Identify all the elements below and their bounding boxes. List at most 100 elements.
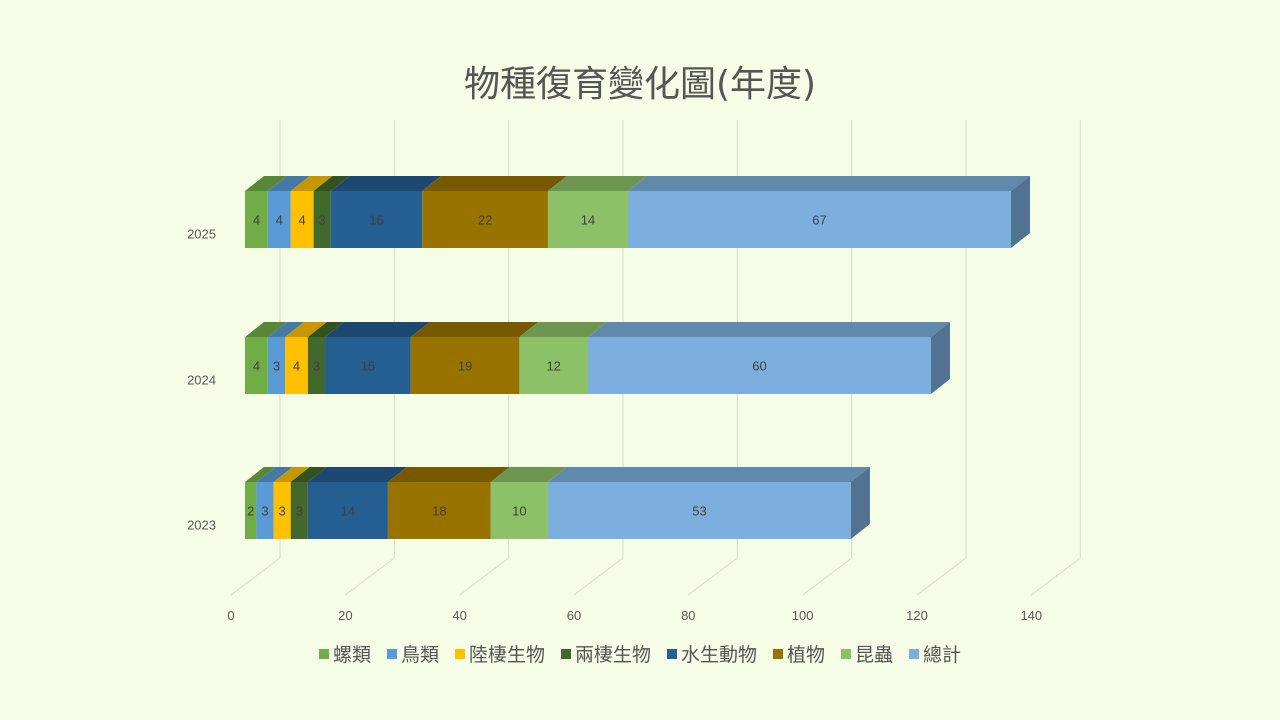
bar-segment — [422, 191, 548, 248]
bar-top — [267, 176, 310, 191]
bar-side — [1011, 176, 1030, 248]
y-tick-label: 2024 — [187, 373, 216, 388]
bar-side — [850, 467, 870, 539]
floor-gridline — [230, 557, 281, 596]
legend-item: 水生動物 — [667, 640, 757, 667]
bar-top — [267, 322, 305, 337]
bar-top — [547, 467, 870, 482]
bar-segment — [313, 191, 331, 248]
data-label: 4 — [276, 213, 283, 228]
bar-segment — [245, 337, 268, 394]
data-label: 2 — [247, 504, 254, 519]
data-label: 12 — [546, 359, 560, 374]
bar-top — [273, 467, 310, 482]
legend-item: 總計 — [909, 640, 961, 667]
bar-segment — [245, 191, 268, 248]
bar-top — [245, 176, 287, 191]
x-tick-label: 0 — [227, 608, 234, 623]
bar-top — [587, 322, 950, 337]
bar-segment — [307, 482, 388, 539]
legend-swatch — [773, 648, 784, 659]
bar-segment — [267, 191, 291, 248]
data-label: 4 — [293, 359, 300, 374]
bar-top — [628, 176, 1030, 191]
legend-swatch — [560, 648, 571, 659]
legend-label: 陸棲生物 — [468, 644, 545, 666]
bar-top — [307, 322, 345, 337]
data-label: 18 — [432, 504, 446, 519]
legend-label: 兩棲生物 — [574, 644, 651, 666]
data-label: 16 — [369, 213, 383, 228]
data-label: 4 — [299, 213, 306, 228]
legend-label: 鳥類 — [400, 644, 439, 666]
legend-label: 昆蟲 — [855, 644, 894, 666]
data-label: 22 — [478, 213, 492, 228]
bar-top — [547, 176, 647, 191]
bar-top — [519, 322, 607, 337]
floor-gridline — [573, 557, 624, 596]
chart-title: 物種復育變化圖(年度) — [463, 64, 817, 105]
legend-label: 水生動物 — [681, 644, 758, 666]
data-label: 3 — [279, 504, 286, 519]
legend: 螺類 鳥類 陸棲生物 兩棲生物 水生動物 植物 昆蟲 總計 — [0, 640, 1280, 667]
bar-segment — [307, 337, 326, 394]
bar-segment — [410, 337, 520, 394]
legend-label: 總計 — [923, 644, 962, 666]
bar-side — [930, 322, 950, 394]
legend-swatch — [667, 648, 677, 659]
floor-gridline — [1030, 557, 1081, 596]
x-tick-label: 100 — [792, 608, 814, 623]
bar-segment — [273, 482, 291, 539]
bar-top — [490, 467, 567, 482]
bar-top — [313, 176, 350, 191]
bar-top — [245, 322, 287, 337]
floor-gridline — [459, 557, 509, 596]
bar-top — [330, 176, 442, 191]
bar-segment — [245, 482, 257, 539]
bar-top — [245, 467, 276, 482]
floor-gridline — [345, 557, 395, 596]
bar-top — [290, 176, 333, 191]
data-label: 3 — [319, 213, 326, 228]
data-label: 3 — [261, 504, 268, 519]
data-label: 3 — [296, 504, 303, 519]
data-label: 3 — [273, 359, 280, 374]
bar-segment — [490, 482, 548, 539]
floor-gridline — [916, 557, 967, 596]
bar-segment — [587, 337, 931, 394]
bar-top — [387, 467, 510, 482]
bar-segment — [256, 482, 274, 539]
bar-segment — [290, 482, 308, 539]
data-label: 14 — [581, 213, 595, 228]
bar-top — [285, 322, 327, 337]
x-tick-label: 80 — [681, 608, 695, 623]
legend-swatch — [454, 648, 465, 659]
legend-swatch — [318, 648, 329, 659]
bar-top — [256, 467, 293, 482]
bar-segment — [330, 191, 423, 248]
x-tick-label: 60 — [567, 608, 581, 623]
floor-gridline — [802, 557, 852, 596]
legend-swatch — [386, 648, 397, 659]
bar-segment — [387, 482, 491, 539]
bar-top — [422, 176, 567, 191]
data-label: 19 — [458, 359, 472, 374]
data-label: 53 — [692, 504, 706, 519]
x-tick-label: 140 — [1020, 608, 1042, 623]
floor-gridline — [688, 557, 738, 596]
data-label: 4 — [253, 359, 260, 374]
bar-segment — [547, 191, 628, 248]
legend-swatch — [841, 648, 852, 659]
legend-item: 植物 — [773, 640, 825, 667]
bar-segment — [547, 482, 851, 539]
data-label: 60 — [752, 359, 766, 374]
x-tick-label: 20 — [338, 608, 352, 623]
bar-segment — [325, 337, 411, 394]
legend-item: 陸棲生物 — [454, 640, 545, 667]
data-label: 10 — [512, 504, 526, 519]
data-label: 14 — [341, 504, 355, 519]
bar-segment — [285, 337, 308, 394]
legend-item: 昆蟲 — [841, 640, 893, 667]
